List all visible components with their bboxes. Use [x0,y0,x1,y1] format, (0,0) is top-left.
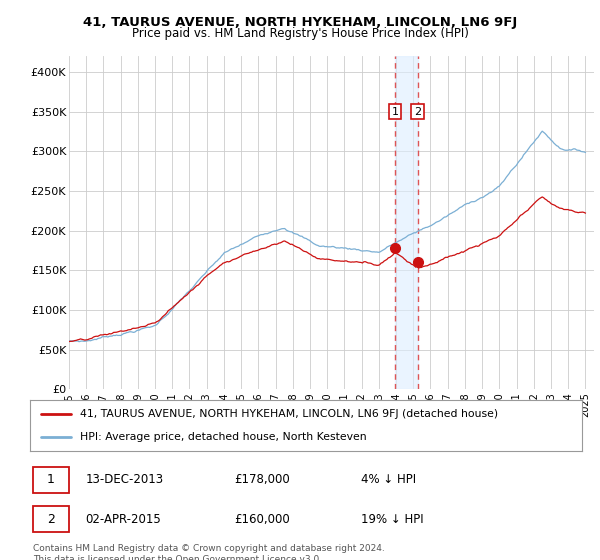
Text: £178,000: £178,000 [234,473,290,487]
Text: 2: 2 [47,513,55,526]
Text: 02-APR-2015: 02-APR-2015 [85,513,161,526]
Text: 1: 1 [47,473,55,487]
FancyBboxPatch shape [33,506,68,533]
Text: 2: 2 [414,106,421,116]
Text: 1: 1 [392,106,398,116]
Text: Contains HM Land Registry data © Crown copyright and database right 2024.
This d: Contains HM Land Registry data © Crown c… [33,544,385,560]
Bar [395,56,418,389]
Text: £160,000: £160,000 [234,513,290,526]
Text: 41, TAURUS AVENUE, NORTH HYKEHAM, LINCOLN, LN6 9FJ (detached house): 41, TAURUS AVENUE, NORTH HYKEHAM, LINCOL… [80,409,498,419]
Text: 41, TAURUS AVENUE, NORTH HYKEHAM, LINCOLN, LN6 9FJ: 41, TAURUS AVENUE, NORTH HYKEHAM, LINCOL… [83,16,517,29]
Text: HPI: Average price, detached house, North Kesteven: HPI: Average price, detached house, Nort… [80,432,367,442]
Text: 19% ↓ HPI: 19% ↓ HPI [361,513,424,526]
Text: 4% ↓ HPI: 4% ↓ HPI [361,473,416,487]
Text: 13-DEC-2013: 13-DEC-2013 [85,473,163,487]
FancyBboxPatch shape [33,467,68,493]
Text: Price paid vs. HM Land Registry's House Price Index (HPI): Price paid vs. HM Land Registry's House … [131,27,469,40]
